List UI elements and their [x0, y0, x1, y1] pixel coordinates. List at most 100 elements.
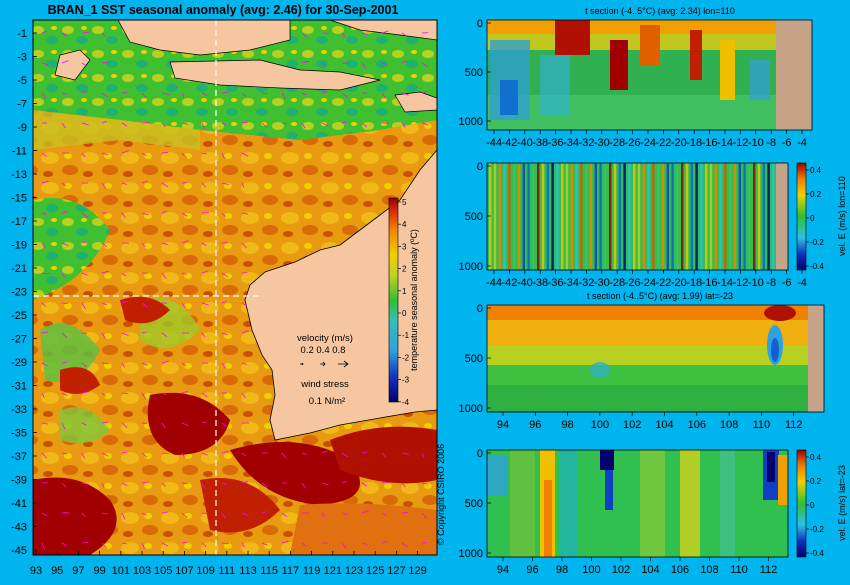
velocity-stripe: [590, 163, 592, 270]
velocity-stripe: [595, 163, 597, 270]
velocity-stripe: [623, 163, 625, 270]
x-label: -32: [578, 277, 594, 289]
velocity-stripe: [508, 163, 510, 270]
x-label: 102: [623, 419, 641, 431]
lat-label: -43: [11, 522, 27, 534]
colorbar-tick-label: 4: [402, 220, 407, 229]
x-label: -10: [748, 277, 764, 289]
x-label: 100: [591, 419, 609, 431]
lon-label: 125: [366, 565, 384, 577]
velocity-stripe: [700, 163, 702, 270]
velocity-stripe: [571, 163, 573, 270]
lat-label: -29: [11, 357, 27, 369]
vel-colorbar-tick-label: -0.4: [810, 262, 824, 271]
lon-label: 95: [51, 565, 63, 577]
lon-label: 129: [408, 565, 426, 577]
velocity-stripe: [763, 163, 765, 270]
velocity-stripe: [580, 163, 582, 270]
panel3-depth-labels: 0 500 1000: [459, 303, 491, 415]
lon-label: 107: [175, 565, 193, 577]
lat-label: -17: [11, 216, 27, 228]
colorbar-tick-label: 3: [402, 242, 407, 251]
x-label: -24: [640, 137, 656, 149]
velocity-stripe: [556, 163, 558, 270]
depth-label: 500: [465, 211, 483, 223]
main-map-title: BRAN_1 SST seasonal anomaly (avg: 2.46) …: [48, 3, 399, 17]
lat-label: -41: [11, 498, 27, 510]
x-label: 112: [785, 419, 803, 431]
x-label: -24: [640, 277, 656, 289]
panel2-colorbar-ticks: 0.40.20-0.2-0.4: [806, 166, 824, 271]
depth-label: 1000: [459, 403, 483, 415]
wind-legend-value: 0.1 N/m²: [309, 396, 345, 407]
lat-label: -37: [11, 451, 27, 463]
lat-label: -19: [11, 240, 27, 252]
vel-colorbar-tick-label: -0.4: [810, 549, 824, 558]
panel2-lat-labels: -44-42-40-38-36-34-32-30-28-26-24-22-20-…: [486, 270, 807, 289]
x-label: -18: [686, 137, 702, 149]
x-label: -38: [532, 137, 548, 149]
velocity-stripe: [604, 163, 606, 270]
panel1-title: t section (-4..5°C) (avg: 2.34) lon=110: [585, 6, 735, 16]
colorbar-tick-label: 2: [402, 265, 407, 274]
lon-label: 127: [387, 565, 405, 577]
x-label: -36: [548, 277, 564, 289]
x-label: -38: [532, 277, 548, 289]
lon-label: 113: [239, 565, 257, 577]
lat-label: -15: [11, 193, 27, 205]
lon-label: 123: [345, 565, 363, 577]
velocity-legend-scale: 0.2 0.4 0.8: [301, 345, 346, 356]
velocity-stripe: [503, 163, 505, 270]
x-label: 100: [582, 564, 600, 576]
x-label: -30: [594, 277, 610, 289]
x-label: 98: [556, 564, 568, 576]
x-label: 106: [671, 564, 689, 576]
x-label: -34: [563, 137, 579, 149]
velocity-stripe: [585, 163, 587, 270]
x-label: -44: [486, 277, 502, 289]
main-map: BRAN_1 SST seasonal anomaly (avg: 2.46) …: [11, 3, 446, 577]
vel-colorbar-tick-label: 0.4: [810, 453, 822, 462]
velocity-stripe: [566, 163, 568, 270]
velocity-stripe: [691, 163, 693, 270]
colorbar-tick-label: 0: [402, 309, 407, 318]
lat-label: -35: [11, 428, 27, 440]
lat-label: -9: [17, 122, 27, 134]
lon-label: 99: [93, 565, 105, 577]
depth-label: 0: [477, 303, 483, 315]
velocity-arrow: [142, 423, 147, 424]
panel3-title: t section (-4..5°C) (avg: 1.99) lat=-23: [587, 291, 733, 301]
lon-label: 111: [218, 565, 235, 577]
colorbar-tick-label: 1: [402, 287, 407, 296]
x-label: -40: [517, 137, 533, 149]
x-label: 108: [700, 564, 718, 576]
lon-label: 103: [133, 565, 151, 577]
x-label: -26: [625, 277, 641, 289]
lat-label: -45: [11, 545, 27, 557]
wind-legend-title: wind stress: [300, 379, 349, 390]
panel-temp-lat-23: t section (-4..5°C) (avg: 1.99) lat=-23 …: [459, 291, 824, 431]
vel-colorbar-tick-label: 0.4: [810, 166, 822, 175]
velocity-arrow: [82, 542, 88, 543]
panel1-lat-labels: -44-42-40-38-36-34-32-30-28-26-24-22-20-…: [486, 130, 807, 149]
x-label: -42: [501, 277, 517, 289]
depth-label: 0: [477, 18, 483, 30]
velocity-stripe: [671, 163, 673, 270]
x-label: -6: [782, 137, 792, 149]
velocity-stripe: [547, 163, 549, 270]
x-label: -20: [671, 277, 687, 289]
velocity-arrow: [202, 513, 207, 514]
vel-colorbar-tick-label: 0: [810, 501, 815, 510]
lat-label: -31: [11, 381, 27, 393]
x-label: 96: [526, 564, 538, 576]
lon-label: 117: [282, 565, 300, 577]
velocity-stripe: [619, 163, 621, 270]
x-label: -26: [625, 137, 641, 149]
depth-label: 500: [465, 353, 483, 365]
velocity-stripe: [523, 163, 525, 270]
velocity-stripe: [686, 163, 688, 270]
